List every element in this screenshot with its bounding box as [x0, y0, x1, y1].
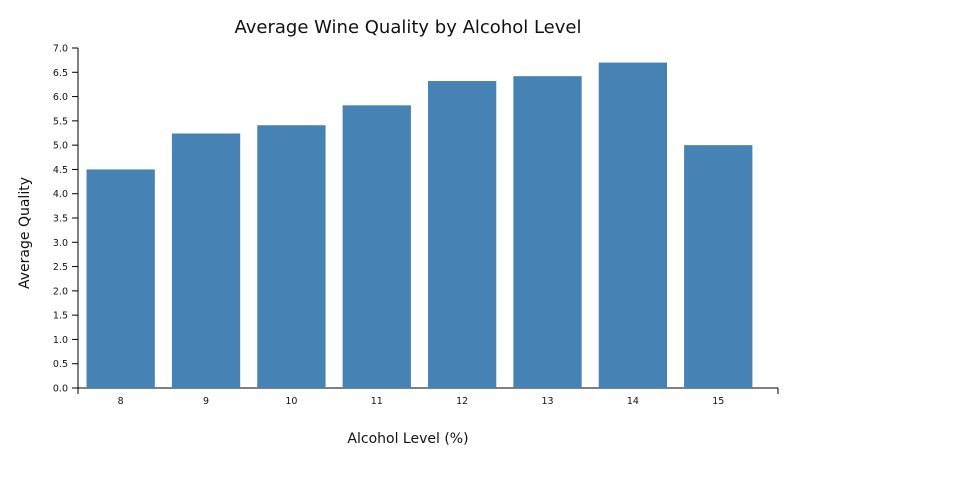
y-tick-label: 0.0: [53, 384, 68, 395]
y-tick-label: 2.5: [53, 262, 68, 273]
y-axis: 0.0 0.5 1.0 1.5 2.0 2.5 3.0 3.5 4.0 4.5 5.0 5.5 6.0 6…: [53, 44, 79, 395]
bar: [513, 76, 582, 389]
y-tick-label: 7.0: [53, 44, 68, 55]
bar: [428, 81, 497, 389]
y-tick-label: 0.5: [53, 359, 68, 370]
chart-title: Average Wine Quality by Alcohol Level: [235, 17, 582, 38]
x-tick-label: 10: [285, 396, 297, 407]
x-tick-label: 9: [203, 396, 209, 407]
bar: [598, 62, 668, 388]
y-tick-label: 5.0: [53, 141, 68, 152]
bar: [342, 105, 411, 389]
y-tick-label: 4.5: [53, 165, 68, 176]
y-tick-label: 3.0: [53, 238, 68, 249]
bar: [171, 133, 241, 388]
y-tick-label: 6.0: [53, 92, 68, 103]
y-tick-label: 6.5: [53, 68, 68, 79]
x-tick-label: 12: [456, 396, 468, 407]
y-tick-label: 1.5: [53, 311, 68, 322]
y-axis-label: Average Quality: [17, 177, 33, 289]
y-tick-label: 3.5: [53, 214, 68, 225]
bar-series: [86, 62, 753, 389]
y-tick-label: 5.5: [53, 116, 68, 127]
x-axis-label: Alcohol Level (%): [347, 431, 468, 447]
y-tick-label: 4.0: [53, 189, 68, 200]
x-tick-label: 8: [118, 396, 124, 407]
x-tick-label: 15: [712, 396, 724, 407]
y-tick-label: 1.0: [53, 335, 68, 346]
x-tick-label: 14: [627, 396, 639, 407]
x-tick-label: 11: [371, 396, 383, 407]
bar: [257, 125, 326, 388]
x-tick-label: 13: [541, 396, 553, 407]
bar: [86, 169, 155, 388]
bar: [684, 145, 753, 388]
y-tick-label: 2.0: [53, 286, 68, 297]
x-axis: 8 9 10 11 12 13 14 15: [77, 387, 779, 407]
